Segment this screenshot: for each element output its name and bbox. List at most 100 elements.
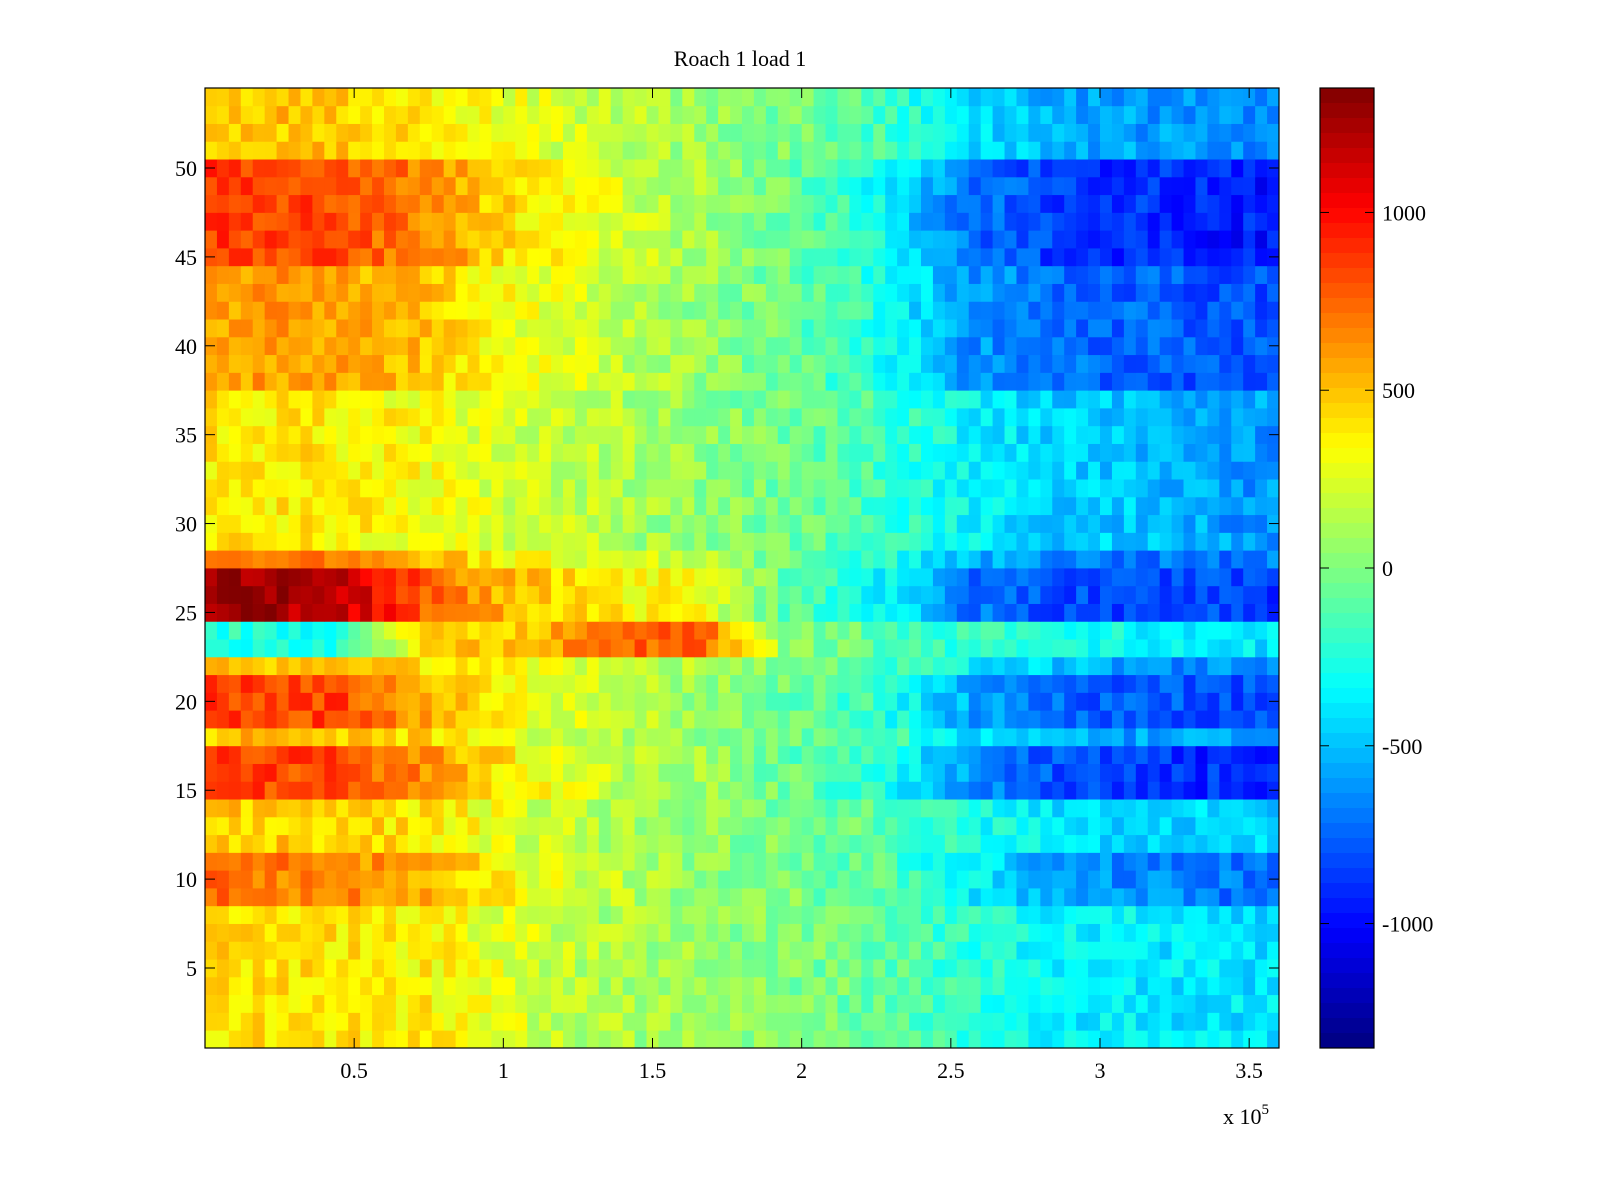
heatmap-cell bbox=[598, 88, 612, 107]
heatmap-cell bbox=[586, 283, 600, 302]
heatmap-cell bbox=[1028, 728, 1041, 747]
heatmap-cell bbox=[753, 390, 767, 409]
heatmap-cell bbox=[515, 994, 528, 1013]
heatmap-cell bbox=[1052, 745, 1065, 764]
heatmap-cell bbox=[455, 265, 468, 284]
heatmap-cell bbox=[634, 123, 647, 142]
heatmap-cell bbox=[825, 301, 838, 320]
heatmap-cell bbox=[694, 994, 707, 1013]
heatmap-cell bbox=[932, 888, 946, 907]
heatmap-cell bbox=[897, 265, 910, 284]
heatmap-cell bbox=[360, 603, 373, 622]
heatmap-cell bbox=[336, 194, 349, 213]
heatmap-cell bbox=[1111, 301, 1125, 320]
heatmap-cell bbox=[1135, 959, 1149, 978]
heatmap-cell bbox=[264, 354, 277, 373]
heatmap-cell bbox=[586, 852, 600, 871]
heatmap-cell bbox=[670, 230, 683, 249]
heatmap-cell bbox=[932, 639, 946, 658]
heatmap-cell bbox=[1219, 265, 1232, 284]
heatmap-cell bbox=[849, 710, 862, 729]
heatmap-cell bbox=[539, 194, 552, 213]
heatmap-cell bbox=[479, 408, 492, 427]
heatmap-cell bbox=[1123, 603, 1137, 622]
heatmap-cell bbox=[646, 496, 659, 516]
heatmap-cell bbox=[515, 194, 528, 213]
heatmap-cell bbox=[610, 141, 624, 160]
heatmap-cell bbox=[897, 105, 910, 124]
heatmap-cell bbox=[1183, 1030, 1196, 1049]
heatmap-cell bbox=[563, 408, 576, 427]
heatmap-cell bbox=[801, 603, 814, 622]
heatmap-cell bbox=[1147, 852, 1161, 871]
heatmap-cell bbox=[1183, 514, 1196, 533]
heatmap-cell bbox=[1219, 1030, 1232, 1049]
heatmap-cell bbox=[777, 141, 791, 160]
heatmap-cell bbox=[563, 976, 576, 996]
heatmap-cell bbox=[276, 585, 289, 604]
heatmap-cell bbox=[801, 621, 814, 640]
heatmap-cell bbox=[694, 212, 707, 231]
heatmap-cell bbox=[1171, 248, 1184, 267]
heatmap-cell bbox=[539, 141, 552, 160]
heatmap-cell bbox=[407, 283, 421, 302]
heatmap-cell bbox=[658, 176, 671, 196]
heatmap-cell bbox=[825, 230, 838, 249]
heatmap-cell bbox=[216, 781, 230, 800]
heatmap-cell bbox=[777, 88, 791, 107]
heatmap-cell bbox=[1207, 888, 1220, 907]
heatmap-cell bbox=[503, 621, 516, 640]
heatmap-cell bbox=[861, 230, 874, 249]
heatmap-cell bbox=[384, 141, 397, 160]
heatmap-cell bbox=[968, 1012, 982, 1031]
heatmap-cell bbox=[1123, 976, 1137, 996]
heatmap-cell bbox=[1159, 923, 1172, 942]
heatmap-cell bbox=[813, 852, 826, 871]
heatmap-cell bbox=[384, 461, 397, 480]
heatmap-cell bbox=[706, 550, 719, 569]
heatmap-cell bbox=[240, 443, 254, 462]
heatmap-cell bbox=[419, 532, 433, 551]
heatmap-cell bbox=[252, 319, 266, 338]
heatmap-cell bbox=[813, 763, 826, 782]
heatmap-cell bbox=[1076, 585, 1089, 604]
heatmap-cell bbox=[968, 479, 982, 498]
heatmap-cell bbox=[563, 301, 576, 320]
heatmap-cell bbox=[455, 354, 468, 373]
heatmap-cell bbox=[384, 230, 397, 249]
heatmap-cell bbox=[694, 336, 707, 356]
heatmap-cell bbox=[1111, 479, 1125, 498]
heatmap-cell bbox=[1004, 692, 1017, 711]
heatmap-cell bbox=[956, 1012, 970, 1031]
heatmap-cell bbox=[240, 265, 254, 284]
heatmap-cell bbox=[992, 621, 1005, 640]
heatmap-cell bbox=[1231, 283, 1244, 302]
heatmap-cell bbox=[1052, 834, 1065, 853]
heatmap-cell bbox=[1088, 443, 1101, 462]
heatmap-cell bbox=[873, 319, 886, 338]
colorbar-band bbox=[1320, 148, 1374, 164]
heatmap-cell bbox=[384, 799, 397, 818]
heatmap-cell bbox=[419, 621, 433, 640]
heatmap-cell bbox=[360, 105, 373, 124]
heatmap-cell bbox=[909, 799, 922, 818]
heatmap-cell bbox=[586, 941, 600, 960]
heatmap-cell bbox=[1040, 674, 1053, 693]
heatmap-cell bbox=[992, 123, 1005, 142]
heatmap-cell bbox=[503, 354, 516, 373]
heatmap-cell bbox=[491, 408, 504, 427]
heatmap-cell bbox=[276, 194, 289, 213]
heatmap-cell bbox=[968, 941, 982, 960]
heatmap-cell bbox=[694, 141, 707, 160]
heatmap-cell bbox=[443, 283, 456, 302]
heatmap-cell bbox=[312, 763, 325, 782]
heatmap-cell bbox=[1231, 265, 1244, 284]
heatmap-cell bbox=[753, 816, 767, 836]
heatmap-cell bbox=[1159, 870, 1172, 889]
heatmap-cell bbox=[885, 194, 898, 213]
heatmap-cell bbox=[384, 816, 397, 836]
heatmap-cell bbox=[932, 283, 946, 302]
heatmap-cell bbox=[348, 923, 361, 942]
heatmap-cell bbox=[455, 976, 468, 996]
heatmap-cell bbox=[1028, 976, 1041, 996]
